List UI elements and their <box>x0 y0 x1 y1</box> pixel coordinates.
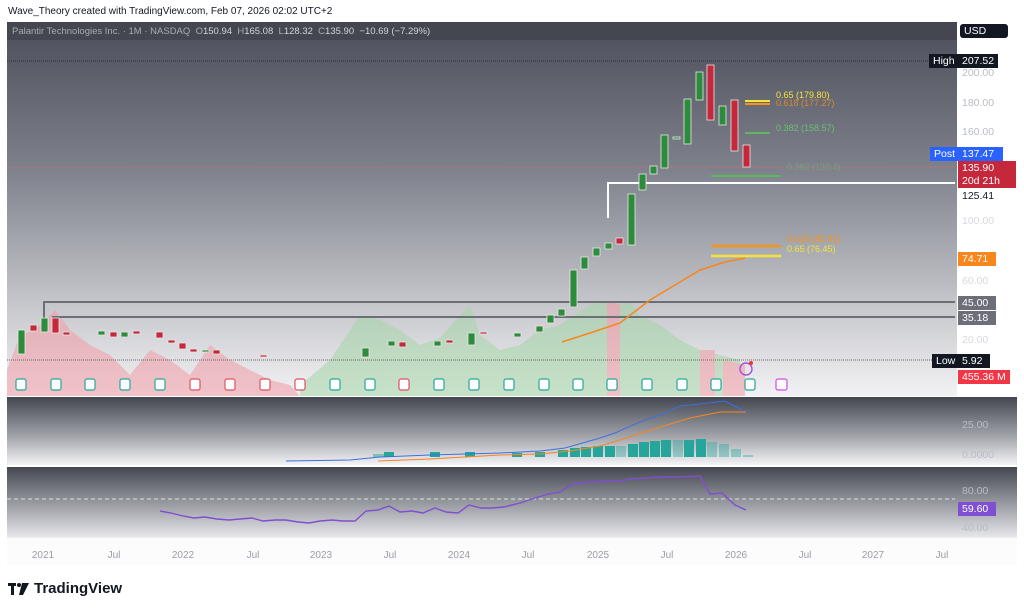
support-level-tag: 125.41 <box>958 189 1003 203</box>
time-tick: Jul <box>521 550 535 561</box>
price-label-20: 20.00 <box>962 334 989 346</box>
time-tick: 2027 <box>861 550 885 561</box>
open-label: O <box>195 26 203 37</box>
time-tick: Jul <box>660 550 674 561</box>
level-35-tag: 35.18 <box>958 311 996 325</box>
price-label-180: 180.00 <box>962 97 995 109</box>
fib-0382-label: 0.382 (158.57) <box>776 123 835 133</box>
price-label-100: 100.00 <box>962 215 995 227</box>
high-value-tag: 207.52 <box>958 54 999 68</box>
open-value: 150.94 <box>202 26 233 37</box>
volume-area <box>7 300 745 396</box>
chart-credit: Wave_Theory created with TradingView.com… <box>8 6 333 17</box>
macd-line <box>285 400 747 462</box>
volume-value-tag: 455.36 M <box>958 370 1010 384</box>
post-tag: Post <box>930 147 960 161</box>
time-tick: Jul <box>246 550 260 561</box>
time-tick: 2023 <box>309 550 333 561</box>
time-tick: Jul <box>107 550 121 561</box>
close-label: C <box>318 26 326 37</box>
countdown-value: 20d 21h <box>962 175 1000 187</box>
fib-0618-top-label: 0.618 (177.27) <box>776 98 835 108</box>
fib-0618-low-label: 0.618 (82.91) <box>787 234 841 244</box>
macd-histogram <box>373 439 753 457</box>
symbol-name[interactable]: Palantir Technologies Inc. · 1M · NASDAQ <box>12 26 191 37</box>
close-value: 135.90 <box>325 26 355 37</box>
high-label: H <box>237 26 245 37</box>
macd-axis[interactable] <box>957 397 1017 465</box>
low-value-tag: 5.92 <box>958 354 990 368</box>
level-125-line <box>607 182 955 218</box>
time-tick: 2022 <box>171 550 195 561</box>
time-tick: Jul <box>935 550 949 561</box>
legend-bar <box>7 22 957 40</box>
signal-line <box>377 411 746 462</box>
rsi-label-80: 80.00 <box>962 485 989 497</box>
symbol-legend: Palantir Technologies Inc. · 1M · NASDAQ… <box>12 26 430 37</box>
level-45-line <box>43 301 955 318</box>
ma-value-tag: 74.71 <box>958 252 996 266</box>
high-tag: High <box>929 54 959 68</box>
post-value-tag: 137.47 <box>958 147 1003 161</box>
macd-label-25: 25.00 <box>962 419 989 431</box>
time-tick: 2025 <box>586 550 610 561</box>
brand-name: TradingView <box>34 580 123 597</box>
low-value: 128.32 <box>283 26 313 37</box>
level-45-tag: 45.00 <box>958 296 996 310</box>
currency-button[interactable]: USD <box>960 24 1008 38</box>
fib-065-low-label: 0.65 (76.45) <box>787 244 836 254</box>
high-value: 165.08 <box>244 26 274 37</box>
last-price-tag: 135.90 20d 21h <box>958 161 1016 188</box>
price-label-60: 60.00 <box>962 275 989 287</box>
price-label-200: 200.00 <box>962 67 995 79</box>
time-tick: Jul <box>383 550 397 561</box>
tradingview-logo-icon <box>8 582 29 595</box>
time-axis[interactable] <box>7 537 1017 565</box>
price-label-160: 160.00 <box>962 126 995 138</box>
time-tick: 2026 <box>724 550 748 561</box>
fib-065-top-label: 0.65 (179.80) <box>776 90 830 100</box>
low-label: L <box>278 26 284 37</box>
rsi-label-40: 40.00 <box>962 522 989 534</box>
earnings-markers <box>15 361 788 391</box>
time-tick: 2024 <box>447 550 471 561</box>
macd-label-0: 0.0000 <box>962 449 995 461</box>
time-tick: Jul <box>798 550 812 561</box>
fib-mid-label: 0.382 (130.4) <box>787 162 841 172</box>
tradingview-logo[interactable]: TradingView <box>8 580 122 597</box>
change-value: −10.69 (−7.29%) <box>359 26 431 37</box>
rsi-line <box>159 475 747 524</box>
moving-average-line <box>561 257 746 343</box>
rsi-pane[interactable] <box>7 467 957 537</box>
candles <box>17 64 751 358</box>
low-tag: Low <box>932 354 960 368</box>
last-price-value: 135.90 <box>962 162 995 174</box>
time-tick: 2021 <box>31 550 55 561</box>
rsi-value-tag: 59.60 <box>958 502 996 516</box>
